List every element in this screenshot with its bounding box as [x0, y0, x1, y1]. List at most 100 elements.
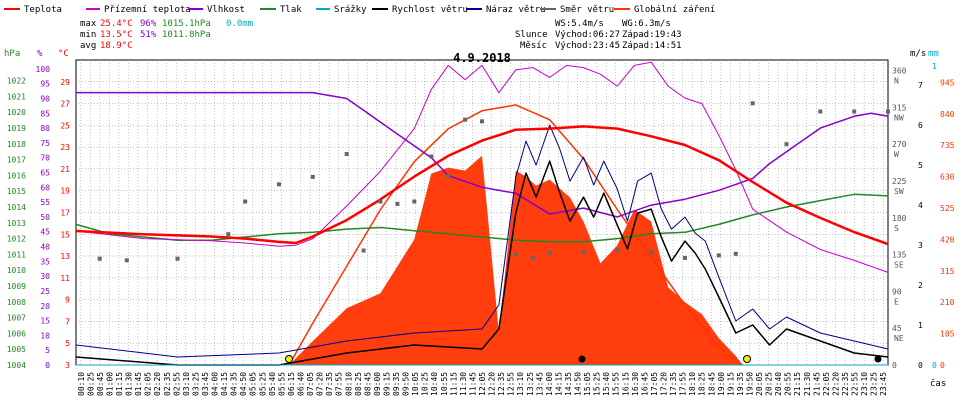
time-tick: 05:40 — [268, 372, 277, 396]
time-tick: 16:30 — [631, 372, 640, 396]
time-tick: 19:00 — [717, 372, 726, 396]
wind-dir-tick: 135 — [892, 251, 907, 260]
pressure-tick: 1004 — [7, 361, 26, 370]
stats-min-temp: 13.5°C — [100, 30, 133, 40]
time-tick: 18:25 — [698, 372, 707, 396]
wind-direction-point — [226, 232, 231, 237]
wind-dir-label: E — [894, 297, 899, 306]
wind-speed-tick: 5 — [918, 161, 923, 170]
time-tick: 17:20 — [660, 372, 669, 396]
time-tick: 09:35 — [392, 372, 401, 396]
stats-max-rain: 0.0mm — [226, 19, 253, 29]
time-tick: 11:30 — [459, 372, 468, 396]
time-tick: 16:15 — [621, 372, 630, 396]
astro-markers — [285, 355, 882, 363]
sunset: Západ:19:43 — [622, 30, 682, 40]
time-tick: 19:50 — [746, 372, 755, 396]
time-tick: 03:25 — [191, 372, 200, 396]
wind-dir-tick: 360 — [892, 67, 907, 76]
temperature-line — [75, 125, 889, 246]
time-tick: 02:55 — [172, 372, 181, 396]
svg-text:Rychlost větru: Rychlost větru — [392, 5, 468, 15]
radiation-tick: 945 — [940, 78, 955, 87]
time-tick: 20:25 — [765, 372, 774, 396]
time-tick: 17:05 — [650, 372, 659, 396]
rain-tick: 0 — [932, 361, 937, 370]
wind-direction-point — [581, 250, 586, 255]
pressure-tick: 1022 — [7, 77, 26, 86]
time-tick: 15:25 — [593, 372, 602, 396]
stats-avg-label: avg — [80, 41, 96, 51]
wind-direction-point — [344, 152, 349, 156]
time-tick: 23:10 — [860, 372, 869, 396]
pressure-tick: 1006 — [7, 329, 26, 338]
humidity-tick: 15 — [40, 317, 50, 326]
time-tick: 15:55 — [612, 372, 621, 396]
time-tick: 04:50 — [239, 372, 248, 396]
radiation-tick: 525 — [940, 204, 955, 213]
wind-dir-tick: 180 — [892, 214, 907, 223]
time-tick: 21:15 — [793, 372, 802, 396]
wind-direction-point — [547, 251, 552, 255]
wind-speed-tick: 3 — [918, 241, 923, 250]
humidity-tick: 25 — [40, 287, 50, 296]
wind-dir-tick: 0 — [892, 361, 897, 370]
wind-direction-point — [361, 248, 366, 253]
wind-direction-point — [463, 117, 468, 122]
time-tick: 22:35 — [841, 372, 850, 396]
wind-direction-point — [310, 174, 315, 179]
time-tick: 10:25 — [421, 372, 430, 396]
sunrise-marker — [285, 355, 293, 363]
humidity-tick: 10 — [40, 331, 50, 340]
time-tick: 01:15 — [115, 372, 124, 396]
time-tick: 04:35 — [230, 372, 239, 396]
wind-dir-label: W — [894, 150, 899, 159]
pressure-tick: 1008 — [7, 298, 26, 307]
wind-dir-tick: 90 — [892, 287, 902, 296]
wind-direction-point — [733, 251, 738, 256]
legend-item-pressure: Tlak — [260, 5, 302, 15]
wind-speed-line — [75, 160, 889, 366]
time-tick: 00:25 — [86, 372, 95, 396]
humidity-tick: 80 — [40, 124, 50, 133]
humidity-tick: 100 — [36, 65, 51, 74]
humidity-tick: 5 — [45, 346, 50, 355]
temperature-tick: 27 — [60, 100, 70, 109]
time-tick: 17:55 — [679, 372, 688, 396]
time-tick: 21:45 — [812, 372, 821, 396]
temperature-tick: 29 — [60, 78, 70, 87]
time-tick: 01:30 — [125, 372, 134, 396]
sunrise: Východ:06:27 — [555, 30, 620, 40]
moonrise: Východ:23:45 — [555, 41, 620, 51]
time-tick: 10:05 — [411, 372, 420, 396]
svg-text:Náraz větru: Náraz větru — [486, 5, 546, 15]
radiation-tick: 0 — [940, 361, 945, 370]
humidity-tick: 55 — [40, 198, 50, 207]
pressure-tick: 1012 — [7, 235, 26, 244]
wind-direction-point — [480, 119, 484, 124]
time-tick: 19:35 — [736, 372, 745, 396]
stats-block: max 25.4°C 96% 1015.1hPa 0.0mm min 13.5°… — [80, 19, 253, 51]
time-tick: 09:50 — [402, 372, 411, 396]
ground-temperature-line — [75, 61, 889, 273]
time-tick: 07:55 — [335, 372, 344, 396]
time-tick: 09:15 — [383, 372, 392, 396]
radiation-tick: 840 — [940, 110, 955, 119]
radiation-tick: 735 — [940, 141, 955, 150]
time-tick: 14:50 — [574, 372, 583, 396]
humidity-tick: 70 — [40, 154, 50, 163]
moon-label: Měsíc — [520, 41, 547, 51]
temperature-tick: 3 — [65, 361, 70, 370]
temperature-tick: 15 — [60, 230, 70, 239]
moonrise-marker — [874, 355, 882, 363]
humidity-tick: 90 — [40, 94, 50, 103]
humidity-tick: 30 — [40, 272, 50, 281]
pressure-tick: 1018 — [7, 140, 26, 149]
wind-dir-tick: 315 — [892, 103, 907, 112]
legend-item-humidity: Vlhkost — [188, 5, 245, 15]
legend-item-rain: Srážky — [316, 5, 367, 15]
humidity-tick: 0 — [45, 361, 50, 370]
time-tick: 23:25 — [870, 372, 879, 396]
pressure-tick: 1011 — [7, 250, 26, 259]
wind-direction-point — [243, 199, 248, 204]
